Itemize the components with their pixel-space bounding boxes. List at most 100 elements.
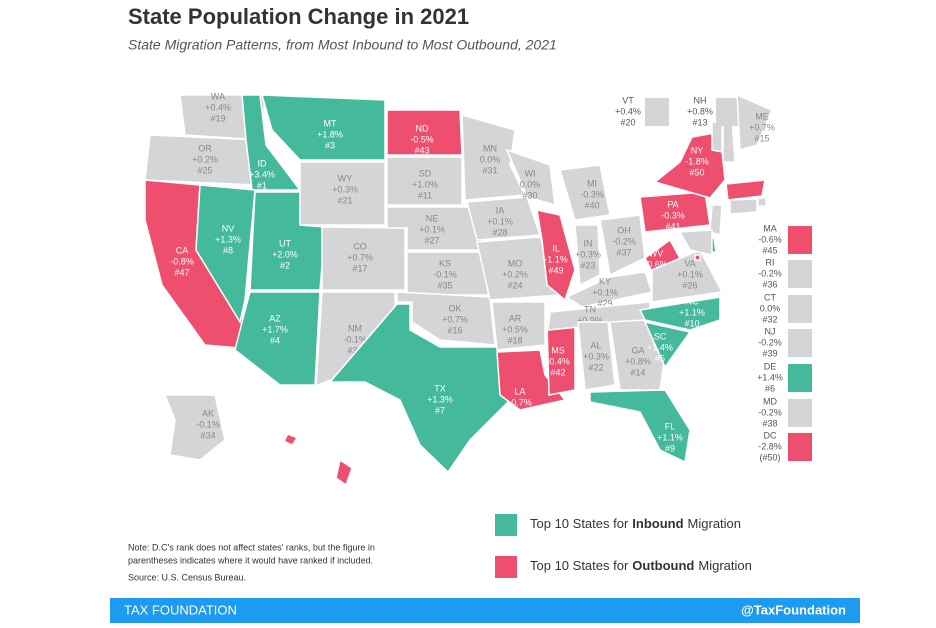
state-abbr: TX	[434, 383, 446, 393]
state-abbr: IA	[496, 205, 505, 215]
state-change: +1.3%	[215, 234, 241, 244]
state-change: -0.6%	[758, 234, 782, 244]
swatch	[788, 329, 812, 357]
state-change: -0.7%	[508, 397, 532, 407]
state-change: 0.0%	[760, 303, 781, 313]
state-change: +1.0%	[412, 179, 438, 189]
state-change: +1.1%	[679, 307, 705, 317]
state-rank: #36	[762, 279, 777, 289]
state-rank: #38	[762, 418, 777, 428]
state	[736, 93, 773, 151]
state	[725, 179, 766, 201]
state-abbr: HI	[306, 453, 315, 463]
state-change: 0.0%	[520, 179, 541, 189]
swatch	[788, 399, 812, 427]
state	[461, 113, 527, 201]
legend-swatch	[495, 514, 517, 536]
state-abbr: DE	[764, 361, 777, 371]
legend-label: Top 10 States for Outbound Migration	[530, 558, 752, 573]
state-abbr: MI	[587, 178, 597, 188]
state-change: +0.7%	[442, 314, 468, 324]
state	[589, 389, 691, 464]
state	[711, 121, 723, 153]
state-abbr: SC	[654, 331, 667, 341]
state-change: +0.4%	[615, 106, 641, 116]
state-change: +0.2%	[192, 154, 218, 164]
state-abbr: NJ	[765, 326, 776, 336]
state	[328, 303, 511, 474]
state-change: -0.9%	[298, 464, 322, 474]
state-abbr: RI	[766, 257, 775, 267]
state-rank: #7	[435, 405, 445, 415]
state-abbr: MN	[483, 143, 497, 153]
state-abbr: OH	[617, 225, 631, 235]
state-abbr: MO	[508, 258, 523, 268]
state-change: -0.2%	[758, 268, 782, 278]
state-rank: #37	[616, 247, 631, 257]
swatch	[788, 433, 812, 461]
state-rank: #23	[580, 260, 595, 270]
state-rank: #33	[347, 345, 362, 355]
state-change: +0.8%	[625, 356, 651, 366]
state-change: +0.1%	[419, 224, 445, 234]
swatch	[788, 226, 812, 254]
state-rank: (#50)	[759, 452, 780, 462]
state-abbr: MS	[551, 345, 565, 355]
state-change: -0.4%	[546, 356, 570, 366]
state-abbr: WV	[649, 248, 664, 258]
state-rank: #1	[257, 180, 267, 190]
state-change: +0.3%	[332, 184, 358, 194]
state	[643, 320, 692, 369]
state	[195, 184, 256, 324]
state-change: +1.8%	[317, 129, 343, 139]
state	[260, 94, 386, 161]
state-abbr: VT	[622, 95, 634, 105]
state-abbr: AK	[202, 408, 214, 418]
state-abbr: OR	[198, 143, 212, 153]
state-rank: #11	[418, 190, 432, 200]
note: Note: D.C's rank does not affect states'…	[128, 542, 375, 552]
state	[335, 458, 353, 487]
state	[321, 226, 406, 291]
state-rank: #26	[682, 280, 697, 290]
state-change: +0.5%	[502, 324, 528, 334]
state-abbr: OK	[448, 303, 461, 313]
state-abbr: LA	[514, 386, 525, 396]
state-rank: #17	[352, 263, 367, 273]
state	[574, 224, 601, 287]
state-abbr: SD	[419, 168, 432, 178]
state	[729, 198, 758, 215]
state-change: +0.8%	[687, 106, 713, 116]
state-abbr: NC	[686, 296, 699, 306]
swatch	[788, 364, 812, 392]
state-change: -2.8%	[758, 441, 782, 451]
state-change: +2.0%	[272, 249, 298, 259]
legend-text: Top 10 States for	[530, 558, 629, 573]
state	[638, 296, 721, 331]
legend-label: Top 10 States for Inbound Migration	[530, 516, 741, 531]
state-rank: #16	[447, 325, 462, 335]
state-abbr: NE	[426, 213, 439, 223]
state-change: -0.1%	[433, 269, 457, 279]
state	[577, 321, 616, 391]
state-change: +3.4%	[249, 169, 275, 179]
state-abbr: CA	[176, 245, 189, 255]
legend-text: Migration	[698, 558, 751, 573]
swatch	[716, 98, 740, 126]
legend-swatch	[495, 556, 517, 578]
state	[406, 251, 489, 296]
state-rank: #8	[223, 245, 233, 255]
state-change: -1.1%	[544, 254, 568, 264]
state-change: +1.1%	[657, 432, 683, 442]
state-rank: #9	[665, 443, 675, 453]
state-abbr: ID	[258, 158, 268, 168]
state-change: -0.8%	[170, 256, 194, 266]
state-rank: #29	[597, 298, 612, 308]
footer-right: @TaxFoundation	[741, 602, 846, 617]
state	[234, 291, 321, 386]
state	[651, 249, 724, 303]
state-change: 0.0%	[480, 154, 501, 164]
state-rank: #19	[210, 113, 225, 123]
state-rank: #35	[437, 280, 452, 290]
state-abbr: MD	[763, 396, 777, 406]
